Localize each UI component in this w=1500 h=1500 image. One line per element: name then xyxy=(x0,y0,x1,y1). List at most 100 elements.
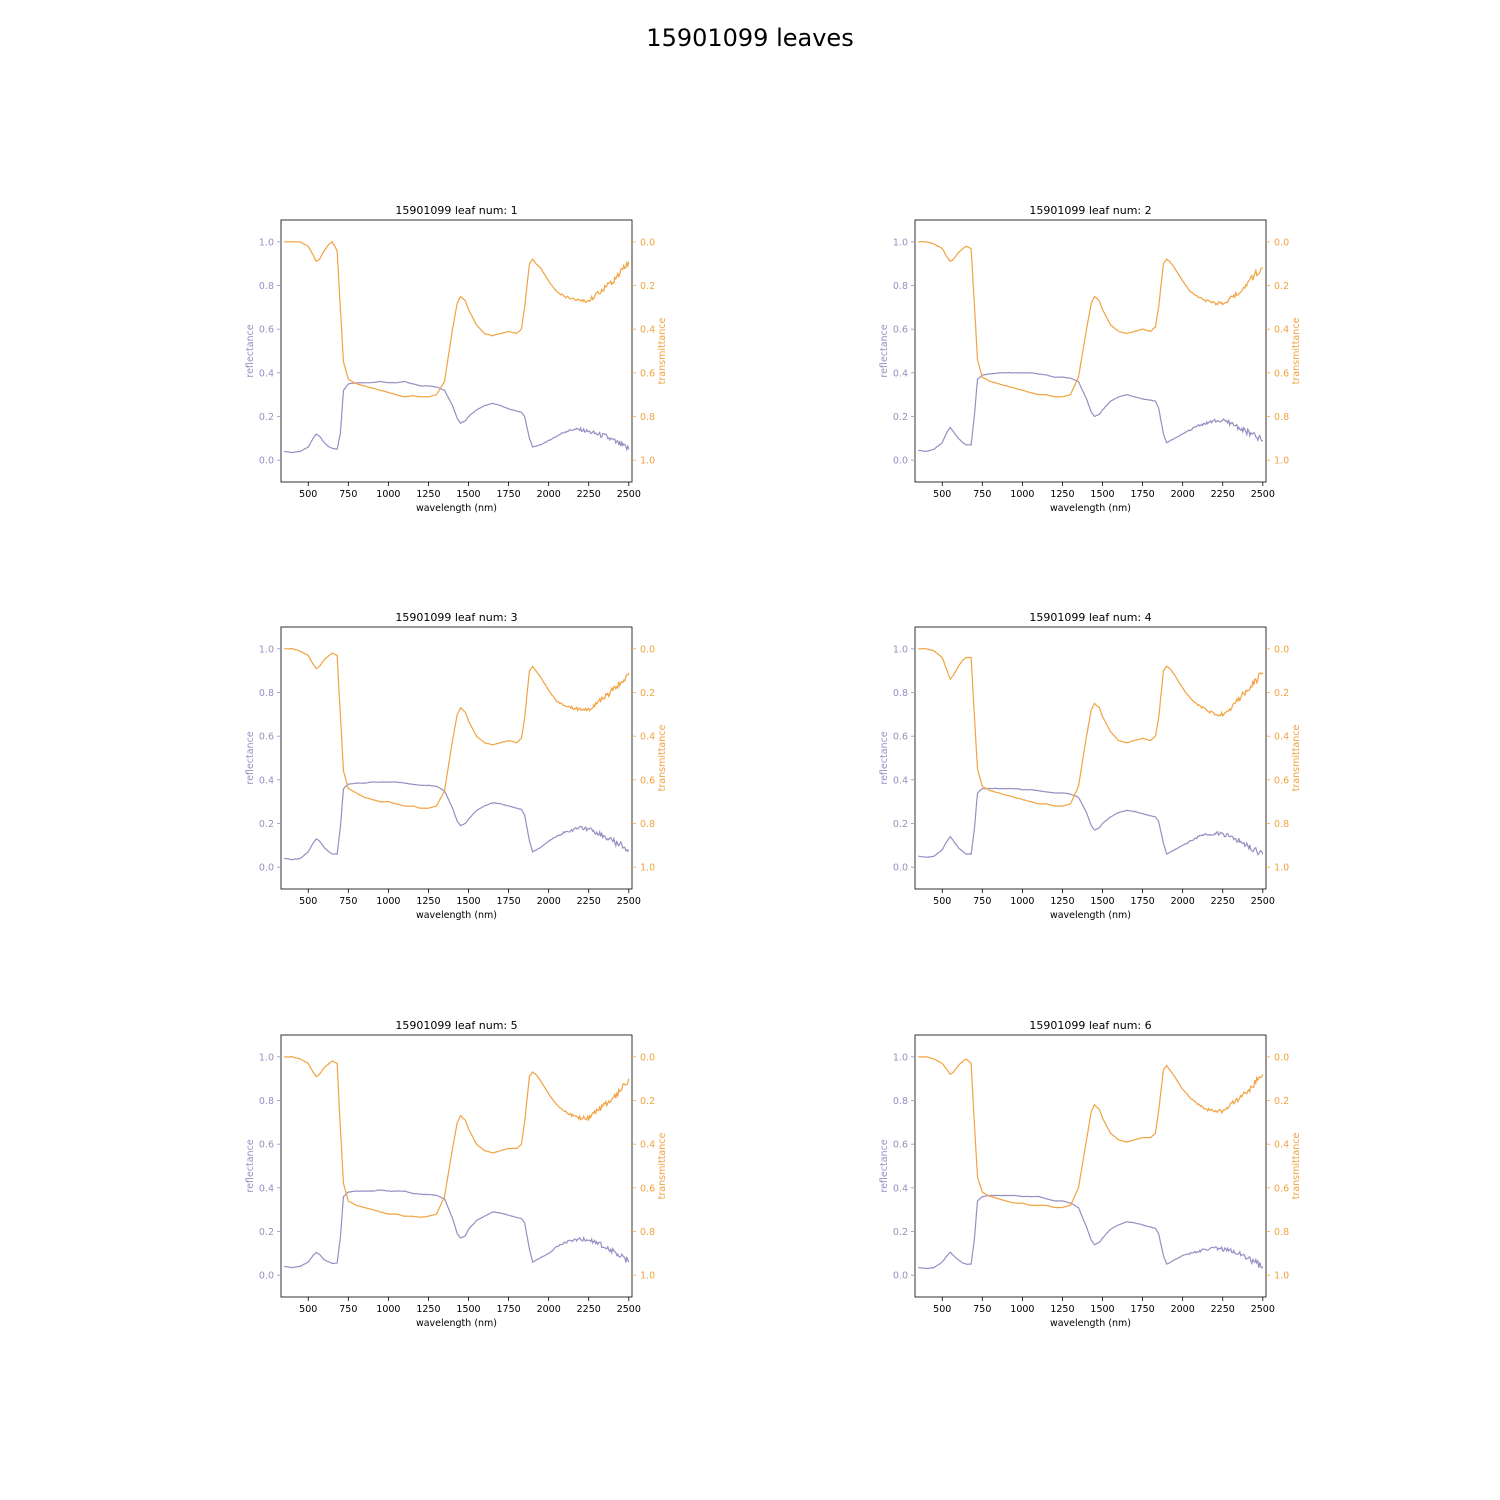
y-left-tick-label: 1.0 xyxy=(893,1052,908,1063)
x-tick-label: 1000 xyxy=(1010,489,1034,500)
x-tick-label: 1750 xyxy=(496,489,520,500)
y-right-tick-label: 0.4 xyxy=(640,325,655,336)
y-left-tick-label: 0.8 xyxy=(259,688,274,699)
y-left-tick-label: 0.4 xyxy=(893,1183,908,1194)
y-right-tick-label: 0.0 xyxy=(1274,237,1289,248)
y-left-tick-label: 0.4 xyxy=(259,775,274,786)
x-tick-label: 2250 xyxy=(1211,896,1235,907)
subplot-3: 15901099 leaf num: 3 500 750 1000 1250 1500 17… xyxy=(245,611,668,921)
y-left-tick-label: 0.2 xyxy=(893,412,908,423)
x-tick-label: 1500 xyxy=(1090,489,1114,500)
x-tick-label: 2000 xyxy=(537,489,561,500)
y-left-tick-label: 1.0 xyxy=(259,1052,274,1063)
x-tick-label: 1000 xyxy=(376,896,400,907)
reflectance-line xyxy=(284,1189,630,1269)
y-right-tick-label: 0.2 xyxy=(640,688,655,699)
x-tick-label: 2000 xyxy=(1171,896,1195,907)
y-left-tick-label: 0.0 xyxy=(893,863,908,874)
subplot-2: 15901099 leaf num: 2 500 750 1000 1250 1500 17… xyxy=(879,204,1302,514)
y-left-tick-label: 0.2 xyxy=(259,412,274,423)
transmittance-line xyxy=(918,1056,1264,1209)
reflectance-line xyxy=(284,781,630,861)
y-right-tick-label: 1.0 xyxy=(1274,863,1289,874)
plot-frame xyxy=(914,1034,1267,1298)
subplot-title: 15901099 leaf num: 2 xyxy=(1029,204,1151,217)
x-tick-label: 500 xyxy=(933,1304,951,1315)
x-tick-label: 1500 xyxy=(1090,1304,1114,1315)
x-tick-label: 2000 xyxy=(537,1304,561,1315)
x-tick-label: 2250 xyxy=(1211,489,1235,500)
y-left-tick-label: 0.4 xyxy=(893,368,908,379)
x-tick-label: 750 xyxy=(973,896,991,907)
x-tick-label: 500 xyxy=(299,1304,317,1315)
transmittance-line xyxy=(918,647,1264,807)
x-tick-label: 2250 xyxy=(577,1304,601,1315)
y-left-tick-label: 0.8 xyxy=(893,688,908,699)
y-right-tick-label: 0.6 xyxy=(640,1183,655,1194)
y-left-axis-label: reflectance xyxy=(245,1139,256,1192)
y-right-tick-label: 0.8 xyxy=(640,1227,655,1238)
x-tick-label: 2500 xyxy=(1251,489,1275,500)
y-right-tick-label: 0.4 xyxy=(1274,732,1289,743)
x-tick-label: 1500 xyxy=(456,896,480,907)
y-right-tick-label: 0.2 xyxy=(640,281,655,292)
y-left-tick-label: 1.0 xyxy=(893,644,908,655)
y-left-tick-label: 1.0 xyxy=(893,237,908,248)
y-right-tick-label: 0.0 xyxy=(640,237,655,248)
y-right-tick-label: 1.0 xyxy=(1274,1271,1289,1282)
y-right-tick-label: 1.0 xyxy=(640,1271,655,1282)
x-tick-label: 2250 xyxy=(577,489,601,500)
transmittance-line xyxy=(284,647,630,810)
y-right-tick-label: 0.6 xyxy=(1274,775,1289,786)
y-right-axis-label: transmittance xyxy=(657,725,668,792)
x-tick-label: 750 xyxy=(339,896,357,907)
y-left-tick-label: 0.6 xyxy=(893,732,908,743)
y-left-tick-label: 0.6 xyxy=(893,325,908,336)
y-left-tick-label: 0.4 xyxy=(259,368,274,379)
plot-frame xyxy=(914,626,1267,890)
y-right-tick-label: 1.0 xyxy=(640,863,655,874)
y-left-tick-label: 0.2 xyxy=(893,819,908,830)
plot-frame xyxy=(280,219,633,483)
x-tick-label: 1250 xyxy=(416,489,440,500)
x-tick-label: 2500 xyxy=(617,896,641,907)
x-tick-label: 1750 xyxy=(496,1304,520,1315)
x-axis-label: wavelength (nm) xyxy=(1050,1318,1131,1329)
x-tick-label: 1000 xyxy=(1010,896,1034,907)
x-tick-label: 500 xyxy=(933,896,951,907)
x-tick-label: 1250 xyxy=(416,1304,440,1315)
x-tick-label: 1750 xyxy=(1130,489,1154,500)
y-right-tick-label: 0.4 xyxy=(640,732,655,743)
y-right-tick-label: 0.2 xyxy=(1274,1096,1289,1107)
subplot-4: 15901099 leaf num: 4 500 750 1000 1250 1500 17… xyxy=(879,611,1302,921)
y-left-tick-label: 0.2 xyxy=(893,1227,908,1238)
y-right-tick-label: 0.0 xyxy=(1274,1052,1289,1063)
y-left-axis-label: reflectance xyxy=(245,324,256,377)
x-tick-label: 1250 xyxy=(1050,489,1074,500)
y-right-tick-label: 0.0 xyxy=(640,644,655,655)
y-left-tick-label: 0.2 xyxy=(259,819,274,830)
transmittance-line xyxy=(918,241,1263,398)
transmittance-line xyxy=(284,240,630,398)
x-tick-label: 1000 xyxy=(376,489,400,500)
x-axis-label: wavelength (nm) xyxy=(416,503,497,514)
y-left-tick-label: 0.0 xyxy=(259,456,274,467)
x-tick-label: 2250 xyxy=(577,896,601,907)
y-right-tick-label: 0.8 xyxy=(1274,819,1289,830)
y-right-tick-label: 0.6 xyxy=(1274,368,1289,379)
y-right-axis-label: transmittance xyxy=(657,318,668,385)
transmittance-line xyxy=(284,1056,630,1219)
x-tick-label: 1500 xyxy=(456,489,480,500)
x-tick-label: 1750 xyxy=(496,896,520,907)
y-left-tick-label: 0.8 xyxy=(893,281,908,292)
y-left-axis-label: reflectance xyxy=(245,731,256,784)
y-right-axis-label: transmittance xyxy=(1291,318,1302,385)
subplot-title: 15901099 leaf num: 6 xyxy=(1029,1019,1151,1032)
x-tick-label: 2500 xyxy=(617,1304,641,1315)
y-right-axis-label: transmittance xyxy=(1291,1133,1302,1200)
y-right-tick-label: 0.2 xyxy=(1274,688,1289,699)
x-tick-label: 1000 xyxy=(376,1304,400,1315)
y-right-tick-label: 0.6 xyxy=(640,775,655,786)
y-right-tick-label: 1.0 xyxy=(640,456,655,467)
x-axis-label: wavelength (nm) xyxy=(1050,910,1131,921)
